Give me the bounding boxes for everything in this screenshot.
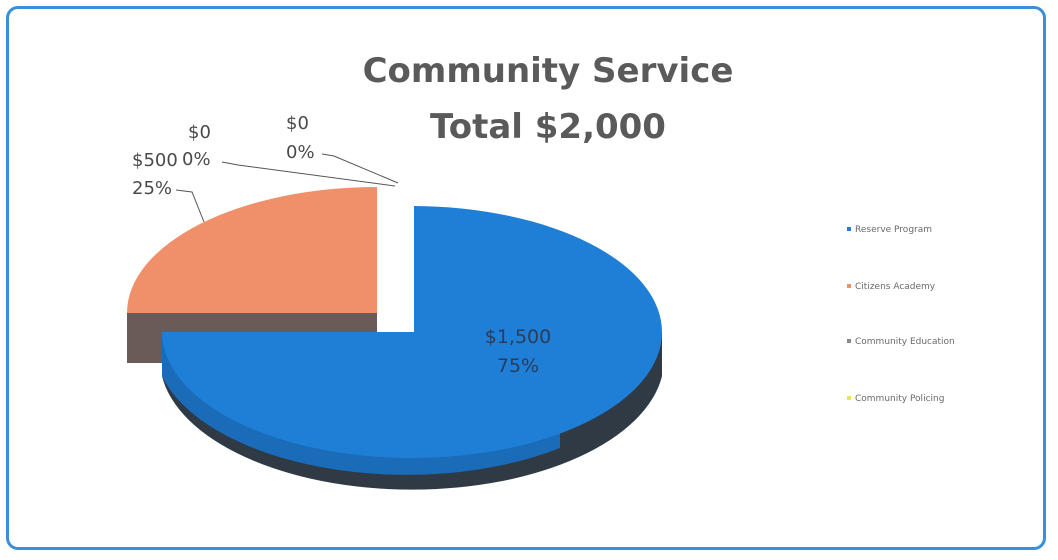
- legend-label-community-policing: Community Policing: [855, 394, 944, 404]
- citizens-academy-value-label: $500: [132, 150, 178, 171]
- slice-citizens-academy: [127, 187, 377, 313]
- citizens-academy-percent-label: 25%: [132, 178, 172, 199]
- community-policing-percent-label: 0%: [286, 142, 315, 163]
- community-policing-leader-line: [321, 153, 399, 184]
- legend-label-citizens-academy: Citizens Academy: [855, 282, 936, 292]
- citizens-academy-leader-line: [175, 189, 205, 223]
- community-education-leader-line: [221, 161, 396, 187]
- chart-title: Community Service: [363, 51, 734, 91]
- reserve-program-value-label: $1,500: [485, 326, 551, 348]
- legend: Reserve Program Citizens Academy Communi…: [847, 225, 955, 404]
- community-education-percent-label: 0%: [182, 149, 211, 170]
- community-education-value-label: $0: [188, 122, 211, 143]
- legend-swatch-citizens-academy: [847, 284, 851, 288]
- community-policing-value-label: $0: [286, 113, 309, 134]
- legend-label-reserve-program: Reserve Program: [855, 225, 932, 235]
- legend-swatch-reserve-program: [847, 227, 851, 231]
- reserve-program-percent-label: 75%: [497, 355, 539, 377]
- legend-swatch-community-policing: [847, 396, 851, 400]
- chart-subtitle: Total $2,000: [430, 107, 666, 147]
- legend-swatch-community-education: [847, 339, 851, 343]
- legend-label-community-education: Community Education: [855, 337, 955, 347]
- slice-reserve-program: [162, 206, 662, 458]
